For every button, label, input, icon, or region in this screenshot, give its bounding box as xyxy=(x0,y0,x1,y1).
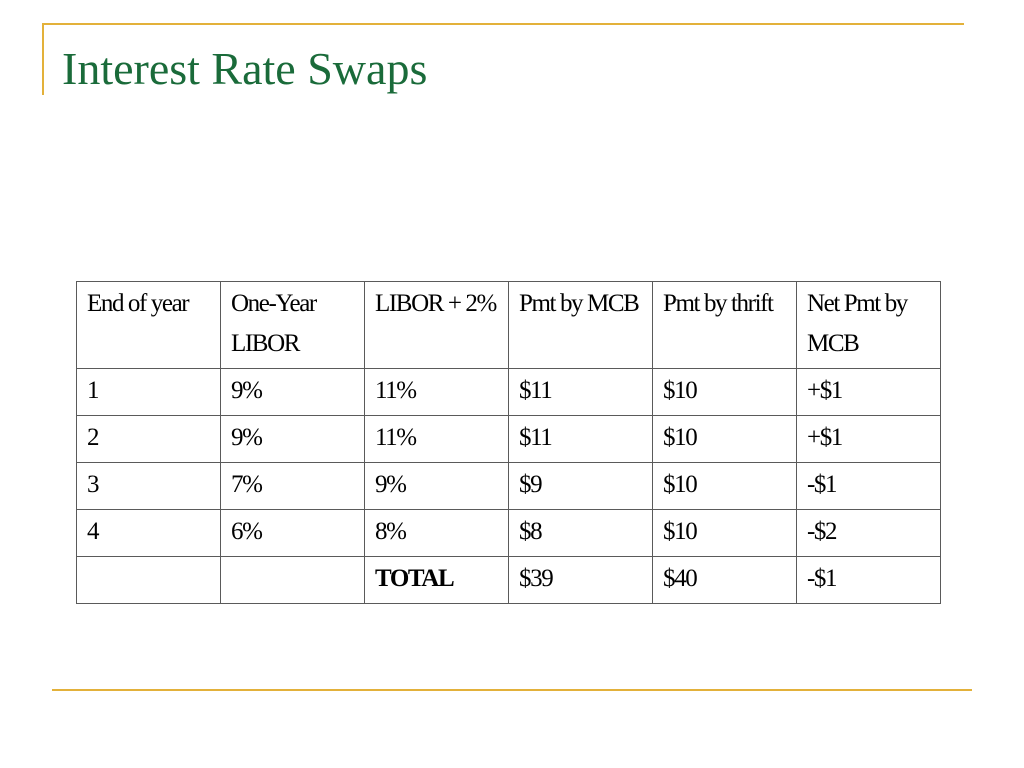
cell-libor xyxy=(220,556,365,604)
header-row: End of year One-Year LIBOR LIBOR + 2% Pm… xyxy=(76,281,941,369)
table-row: 2 9% 11% $11 $10 +$1 xyxy=(76,415,941,463)
header-libor-plus-2: LIBOR + 2% xyxy=(364,281,509,369)
header-pmt-by-mcb: Pmt by MCB xyxy=(508,281,653,369)
cell-year: 4 xyxy=(76,509,221,557)
table-row: 3 7% 9% $9 $10 -$1 xyxy=(76,462,941,510)
slide-title: Interest Rate Swaps xyxy=(62,43,428,94)
header-one-year-libor: One-Year LIBOR xyxy=(220,281,365,369)
total-label: TOTAL xyxy=(364,556,509,604)
cell-libor: 9% xyxy=(220,415,365,463)
total-row: TOTAL $39 $40 -$1 xyxy=(76,556,941,604)
cell-year: 3 xyxy=(76,462,221,510)
header-end-of-year: End of year xyxy=(76,281,221,369)
cell-pmt-mcb: $8 xyxy=(508,509,653,557)
cell-libor-plus-2: 9% xyxy=(364,462,509,510)
swap-payments-table: End of year One-Year LIBOR LIBOR + 2% Pm… xyxy=(76,281,941,604)
cell-libor-plus-2: 11% xyxy=(364,368,509,416)
cell-net-pmt: +$1 xyxy=(796,368,941,416)
table-row: 1 9% 11% $11 $10 +$1 xyxy=(76,368,941,416)
cell-pmt-mcb: $11 xyxy=(508,415,653,463)
bottom-accent-rule xyxy=(52,689,972,691)
cell-pmt-thrift: $10 xyxy=(652,368,797,416)
cell-pmt-mcb: $11 xyxy=(508,368,653,416)
cell-total-pmt-thrift: $40 xyxy=(652,556,797,604)
cell-pmt-thrift: $10 xyxy=(652,509,797,557)
cell-pmt-thrift: $10 xyxy=(652,415,797,463)
left-accent-rule xyxy=(42,23,44,95)
cell-total-pmt-mcb: $39 xyxy=(508,556,653,604)
cell-net-pmt: -$2 xyxy=(796,509,941,557)
cell-libor: 6% xyxy=(220,509,365,557)
cell-net-pmt: -$1 xyxy=(796,462,941,510)
table-header: End of year One-Year LIBOR LIBOR + 2% Pm… xyxy=(76,281,941,369)
cell-total-net-pmt: -$1 xyxy=(796,556,941,604)
table-body: 1 9% 11% $11 $10 +$1 2 9% 11% $11 $10 +$… xyxy=(76,368,941,604)
cell-libor: 7% xyxy=(220,462,365,510)
cell-libor-plus-2: 11% xyxy=(364,415,509,463)
header-pmt-by-thrift: Pmt by thrift xyxy=(652,281,797,369)
cell-pmt-mcb: $9 xyxy=(508,462,653,510)
table-row: 4 6% 8% $8 $10 -$2 xyxy=(76,509,941,557)
top-accent-rule xyxy=(42,23,964,25)
cell-pmt-thrift: $10 xyxy=(652,462,797,510)
cell-net-pmt: +$1 xyxy=(796,415,941,463)
cell-year: 1 xyxy=(76,368,221,416)
cell-libor: 9% xyxy=(220,368,365,416)
cell-year xyxy=(76,556,221,604)
cell-libor-plus-2: 8% xyxy=(364,509,509,557)
cell-year: 2 xyxy=(76,415,221,463)
header-net-pmt-by-mcb: Net Pmt by MCB xyxy=(796,281,941,369)
